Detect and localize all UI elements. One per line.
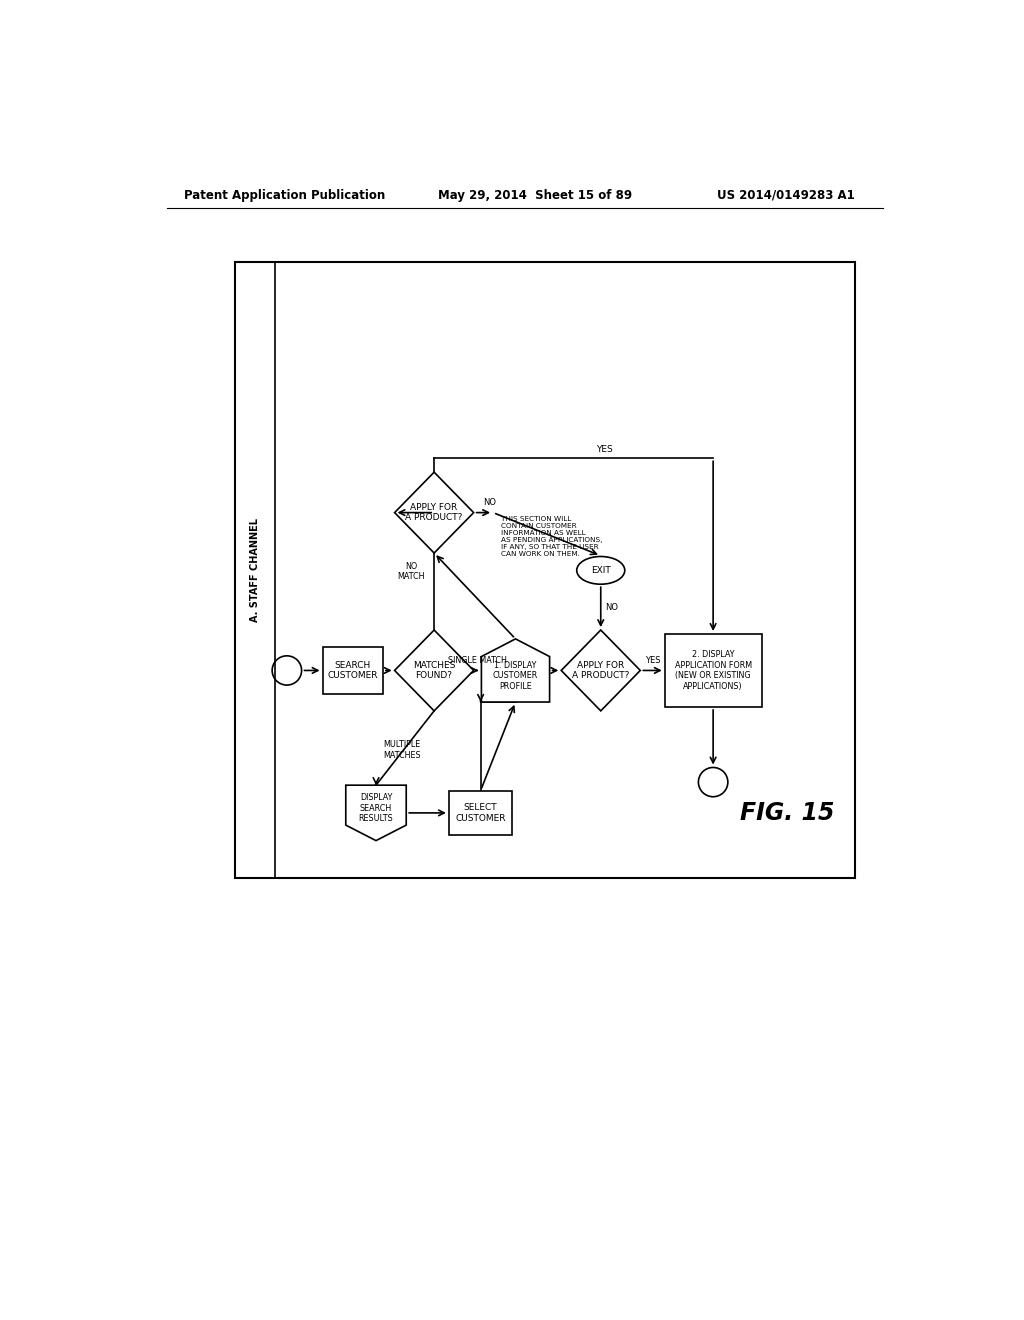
Text: DISPLAY
SEARCH
RESULTS: DISPLAY SEARCH RESULTS [358,793,393,824]
Polygon shape [394,630,474,711]
Ellipse shape [577,557,625,585]
Text: SELECT
CUSTOMER: SELECT CUSTOMER [456,803,506,822]
Text: May 29, 2014  Sheet 15 of 89: May 29, 2014 Sheet 15 of 89 [438,189,632,202]
Bar [234,263,855,878]
Text: 2. DISPLAY
APPLICATION FORM
(NEW OR EXISTING
APPLICATIONS): 2. DISPLAY APPLICATION FORM (NEW OR EXIS… [675,651,752,690]
Bar [323,647,383,694]
Text: NO
MATCH: NO MATCH [397,561,425,581]
Text: FIG. 15: FIG. 15 [739,801,834,825]
Text: MULTIPLE
MATCHES: MULTIPLE MATCHES [383,741,421,759]
Text: APPLY FOR
A PRODUCT?: APPLY FOR A PRODUCT? [406,503,463,523]
Text: EXIT: EXIT [591,566,610,574]
Text: APPLY FOR
A PRODUCT?: APPLY FOR A PRODUCT? [572,661,630,680]
Polygon shape [346,785,407,841]
Text: YES: YES [645,656,660,665]
Polygon shape [561,630,640,711]
Bar [665,634,762,708]
Text: SINGLE MATCH: SINGLE MATCH [449,656,507,665]
Text: SEARCH
CUSTOMER: SEARCH CUSTOMER [328,661,378,680]
Text: 1. DISPLAY
CUSTOMER
PROFILE: 1. DISPLAY CUSTOMER PROFILE [493,661,539,690]
Text: US 2014/0149283 A1: US 2014/0149283 A1 [717,189,855,202]
Text: MATCHES
FOUND?: MATCHES FOUND? [413,661,456,680]
Text: NO: NO [605,603,618,611]
Text: Patent Application Publication: Patent Application Publication [183,189,385,202]
Bar [449,791,512,836]
Polygon shape [394,473,474,553]
Text: NO: NO [483,498,496,507]
Text: A. STAFF CHANNEL: A. STAFF CHANNEL [250,519,260,622]
Polygon shape [481,639,550,702]
Text: YES: YES [596,445,613,454]
Text: THIS SECTION WILL
CONTAIN CUSTOMER
INFORMATION AS WELL
AS PENDING APPLICATIONS,
: THIS SECTION WILL CONTAIN CUSTOMER INFOR… [501,516,602,557]
